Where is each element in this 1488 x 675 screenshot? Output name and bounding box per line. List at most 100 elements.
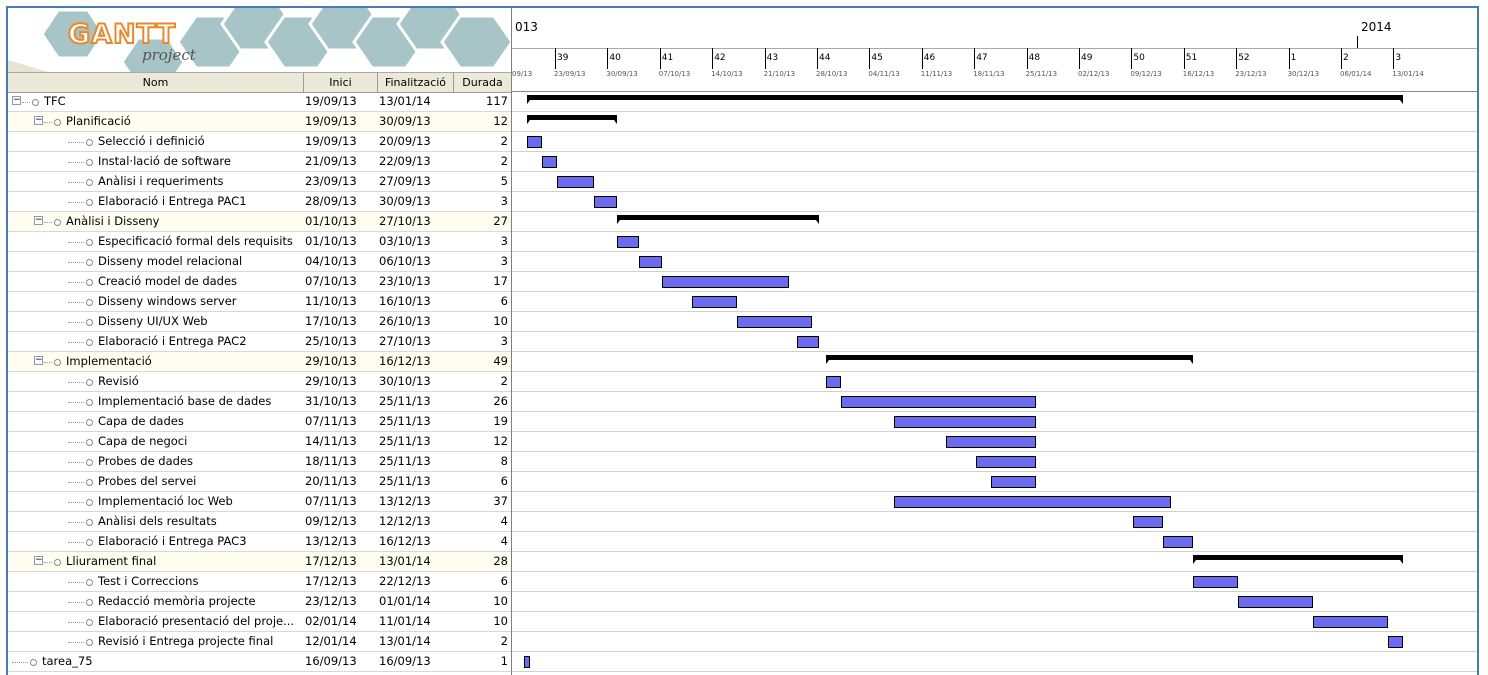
expand-collapse-toggle[interactable]: − (34, 355, 43, 365)
task-row[interactable]: Test i Correccions 17/12/13 22/12/13 6 (8, 572, 511, 592)
summary-bar[interactable] (826, 355, 1194, 364)
column-header-name[interactable]: Nom (8, 73, 304, 92)
task-row[interactable]: Anàlisi i requeriments 23/09/13 27/09/13 5 (8, 172, 511, 192)
task-bar[interactable] (639, 256, 662, 268)
task-row[interactable]: − Implementació 29/10/13 16/12/13 49 (8, 352, 511, 372)
task-row[interactable]: Implementació base de dades 31/10/13 25/11… (8, 392, 511, 412)
task-row[interactable]: Capa de dades 07/11/13 25/11/13 19 (8, 412, 511, 432)
task-bar[interactable] (796, 336, 819, 348)
task-bar[interactable] (826, 376, 842, 388)
task-bar[interactable] (524, 656, 530, 668)
week-tick (712, 48, 714, 69)
task-row[interactable]: Disseny UI/UX Web 17/10/13 26/10/13 10 (8, 312, 511, 332)
task-bar[interactable] (1387, 636, 1403, 648)
task-row[interactable]: Selecció i definició 19/09/13 20/09/13 2 (8, 132, 511, 152)
task-row[interactable]: − Anàlisi i Disseny 01/10/13 27/10/13 27 (8, 212, 511, 232)
summary-bar[interactable] (616, 215, 820, 224)
task-name: Elaboració i Entrega PAC2 (98, 334, 247, 348)
task-bullet-icon (86, 259, 93, 266)
task-name: Revisió (98, 374, 139, 388)
task-row[interactable]: Creació model de dades 07/10/13 23/10/13 17 (8, 272, 511, 292)
task-row[interactable]: tarea_75 16/09/13 16/09/13 1 (8, 652, 511, 672)
task-bar[interactable] (736, 316, 812, 328)
task-bar[interactable] (893, 416, 1037, 428)
task-bar[interactable] (661, 276, 790, 288)
tree-connector (68, 202, 84, 203)
task-row[interactable]: Disseny model relacional 04/10/13 06/10/13… (8, 252, 511, 272)
week-tick (1236, 48, 1238, 69)
task-start: 28/09/13 (305, 194, 357, 208)
task-bar[interactable] (1193, 576, 1239, 588)
task-bar[interactable] (1313, 616, 1388, 628)
task-row[interactable]: Elaboració i Entrega PAC3 13/12/13 16/12/1… (8, 532, 511, 552)
chart-row (512, 152, 1477, 172)
task-duration: 2 (500, 374, 508, 388)
task-row[interactable]: Probes del servei 20/11/13 25/11/13 6 (8, 472, 511, 492)
task-row[interactable]: Instal·lació de software 21/09/13 22/09/13… (8, 152, 511, 172)
task-end: 25/11/13 (379, 414, 431, 428)
task-start: 19/09/13 (305, 94, 357, 108)
task-bullet-icon (86, 519, 93, 526)
summary-bar[interactable] (1193, 555, 1403, 564)
task-row[interactable]: Revisió i Entrega projecte final 12/01/14… (8, 632, 511, 652)
year-row: 013 2014 (512, 8, 1477, 49)
task-row[interactable]: Elaboració i Entrega PAC1 28/09/13 30/09/1… (8, 192, 511, 212)
expand-collapse-toggle[interactable]: − (34, 555, 43, 565)
column-header-start[interactable]: Inici (304, 73, 378, 92)
week-number: 43 (766, 53, 779, 63)
task-row[interactable]: − Planificació 19/09/13 30/09/13 12 (8, 112, 511, 132)
task-start: 07/11/13 (305, 494, 357, 508)
task-end: 25/11/13 (379, 454, 431, 468)
task-row[interactable]: Especificació formal dels requisits 01/10… (8, 232, 511, 252)
task-row[interactable]: Revisió 29/10/13 30/10/13 2 (8, 372, 511, 392)
task-bar[interactable] (616, 236, 640, 248)
task-row[interactable]: Elaboració presentació del proje... 02/01… (8, 612, 511, 632)
task-bar[interactable] (1163, 536, 1194, 548)
column-header-end[interactable]: Finalització (378, 73, 454, 92)
task-start: 01/10/13 (305, 214, 357, 228)
task-bar[interactable] (542, 156, 557, 168)
task-bar[interactable] (1133, 516, 1164, 528)
task-end: 16/12/13 (379, 354, 431, 368)
task-row[interactable]: Anàlisi dels resultats 09/12/13 12/12/13 4 (8, 512, 511, 532)
task-duration: 8 (500, 454, 508, 468)
task-name: Revisió i Entrega projecte final (98, 634, 274, 648)
summary-bar[interactable] (527, 95, 1403, 104)
task-duration: 2 (500, 154, 508, 168)
task-row[interactable]: Capa de negoci 14/11/13 25/11/13 12 (8, 432, 511, 452)
task-bar[interactable] (841, 396, 1037, 408)
task-bar[interactable] (893, 496, 1171, 508)
task-row[interactable]: Redacció memòria projecte 23/12/13 01/01/1… (8, 592, 511, 612)
task-bar[interactable] (991, 476, 1037, 488)
task-duration: 10 (493, 594, 508, 608)
task-bar[interactable] (557, 176, 595, 188)
task-row[interactable]: Implementació loc Web 07/11/13 13/12/13 37 (8, 492, 511, 512)
summary-bar[interactable] (527, 115, 617, 124)
expand-collapse-toggle[interactable]: − (34, 115, 43, 125)
chart-row (512, 252, 1477, 272)
task-bar[interactable] (691, 296, 737, 308)
task-row[interactable]: − TFC 19/09/13 13/01/14 117 (8, 92, 511, 112)
week-number: 41 (661, 53, 674, 63)
task-row[interactable]: − Lliurament final 17/12/13 13/01/14 28 (8, 552, 511, 572)
column-header-duration[interactable]: Durada (462, 76, 503, 89)
task-duration: 10 (493, 614, 508, 628)
task-row[interactable]: Elaboració i Entrega PAC2 25/10/13 27/10/1… (8, 332, 511, 352)
tree-connector (68, 282, 84, 283)
task-bullet-icon (86, 319, 93, 326)
task-row[interactable]: Disseny windows server 11/10/13 16/10/13 6 (8, 292, 511, 312)
task-bar[interactable] (946, 436, 1037, 448)
task-bar[interactable] (976, 456, 1037, 468)
week-number: 52 (1238, 53, 1250, 63)
task-start: 29/10/13 (305, 374, 357, 388)
tree-connector (68, 162, 84, 163)
task-bar[interactable] (594, 196, 617, 208)
expand-collapse-toggle[interactable]: − (12, 95, 21, 105)
task-name: Probes del servei (98, 474, 197, 488)
task-row[interactable]: Probes de dades 18/11/13 25/11/13 8 (8, 452, 511, 472)
expand-collapse-toggle[interactable]: − (34, 215, 43, 225)
task-bar[interactable] (527, 136, 543, 148)
task-bullet-icon (54, 559, 61, 566)
task-bar[interactable] (1238, 596, 1314, 608)
week-number: 2 (1343, 53, 1349, 63)
